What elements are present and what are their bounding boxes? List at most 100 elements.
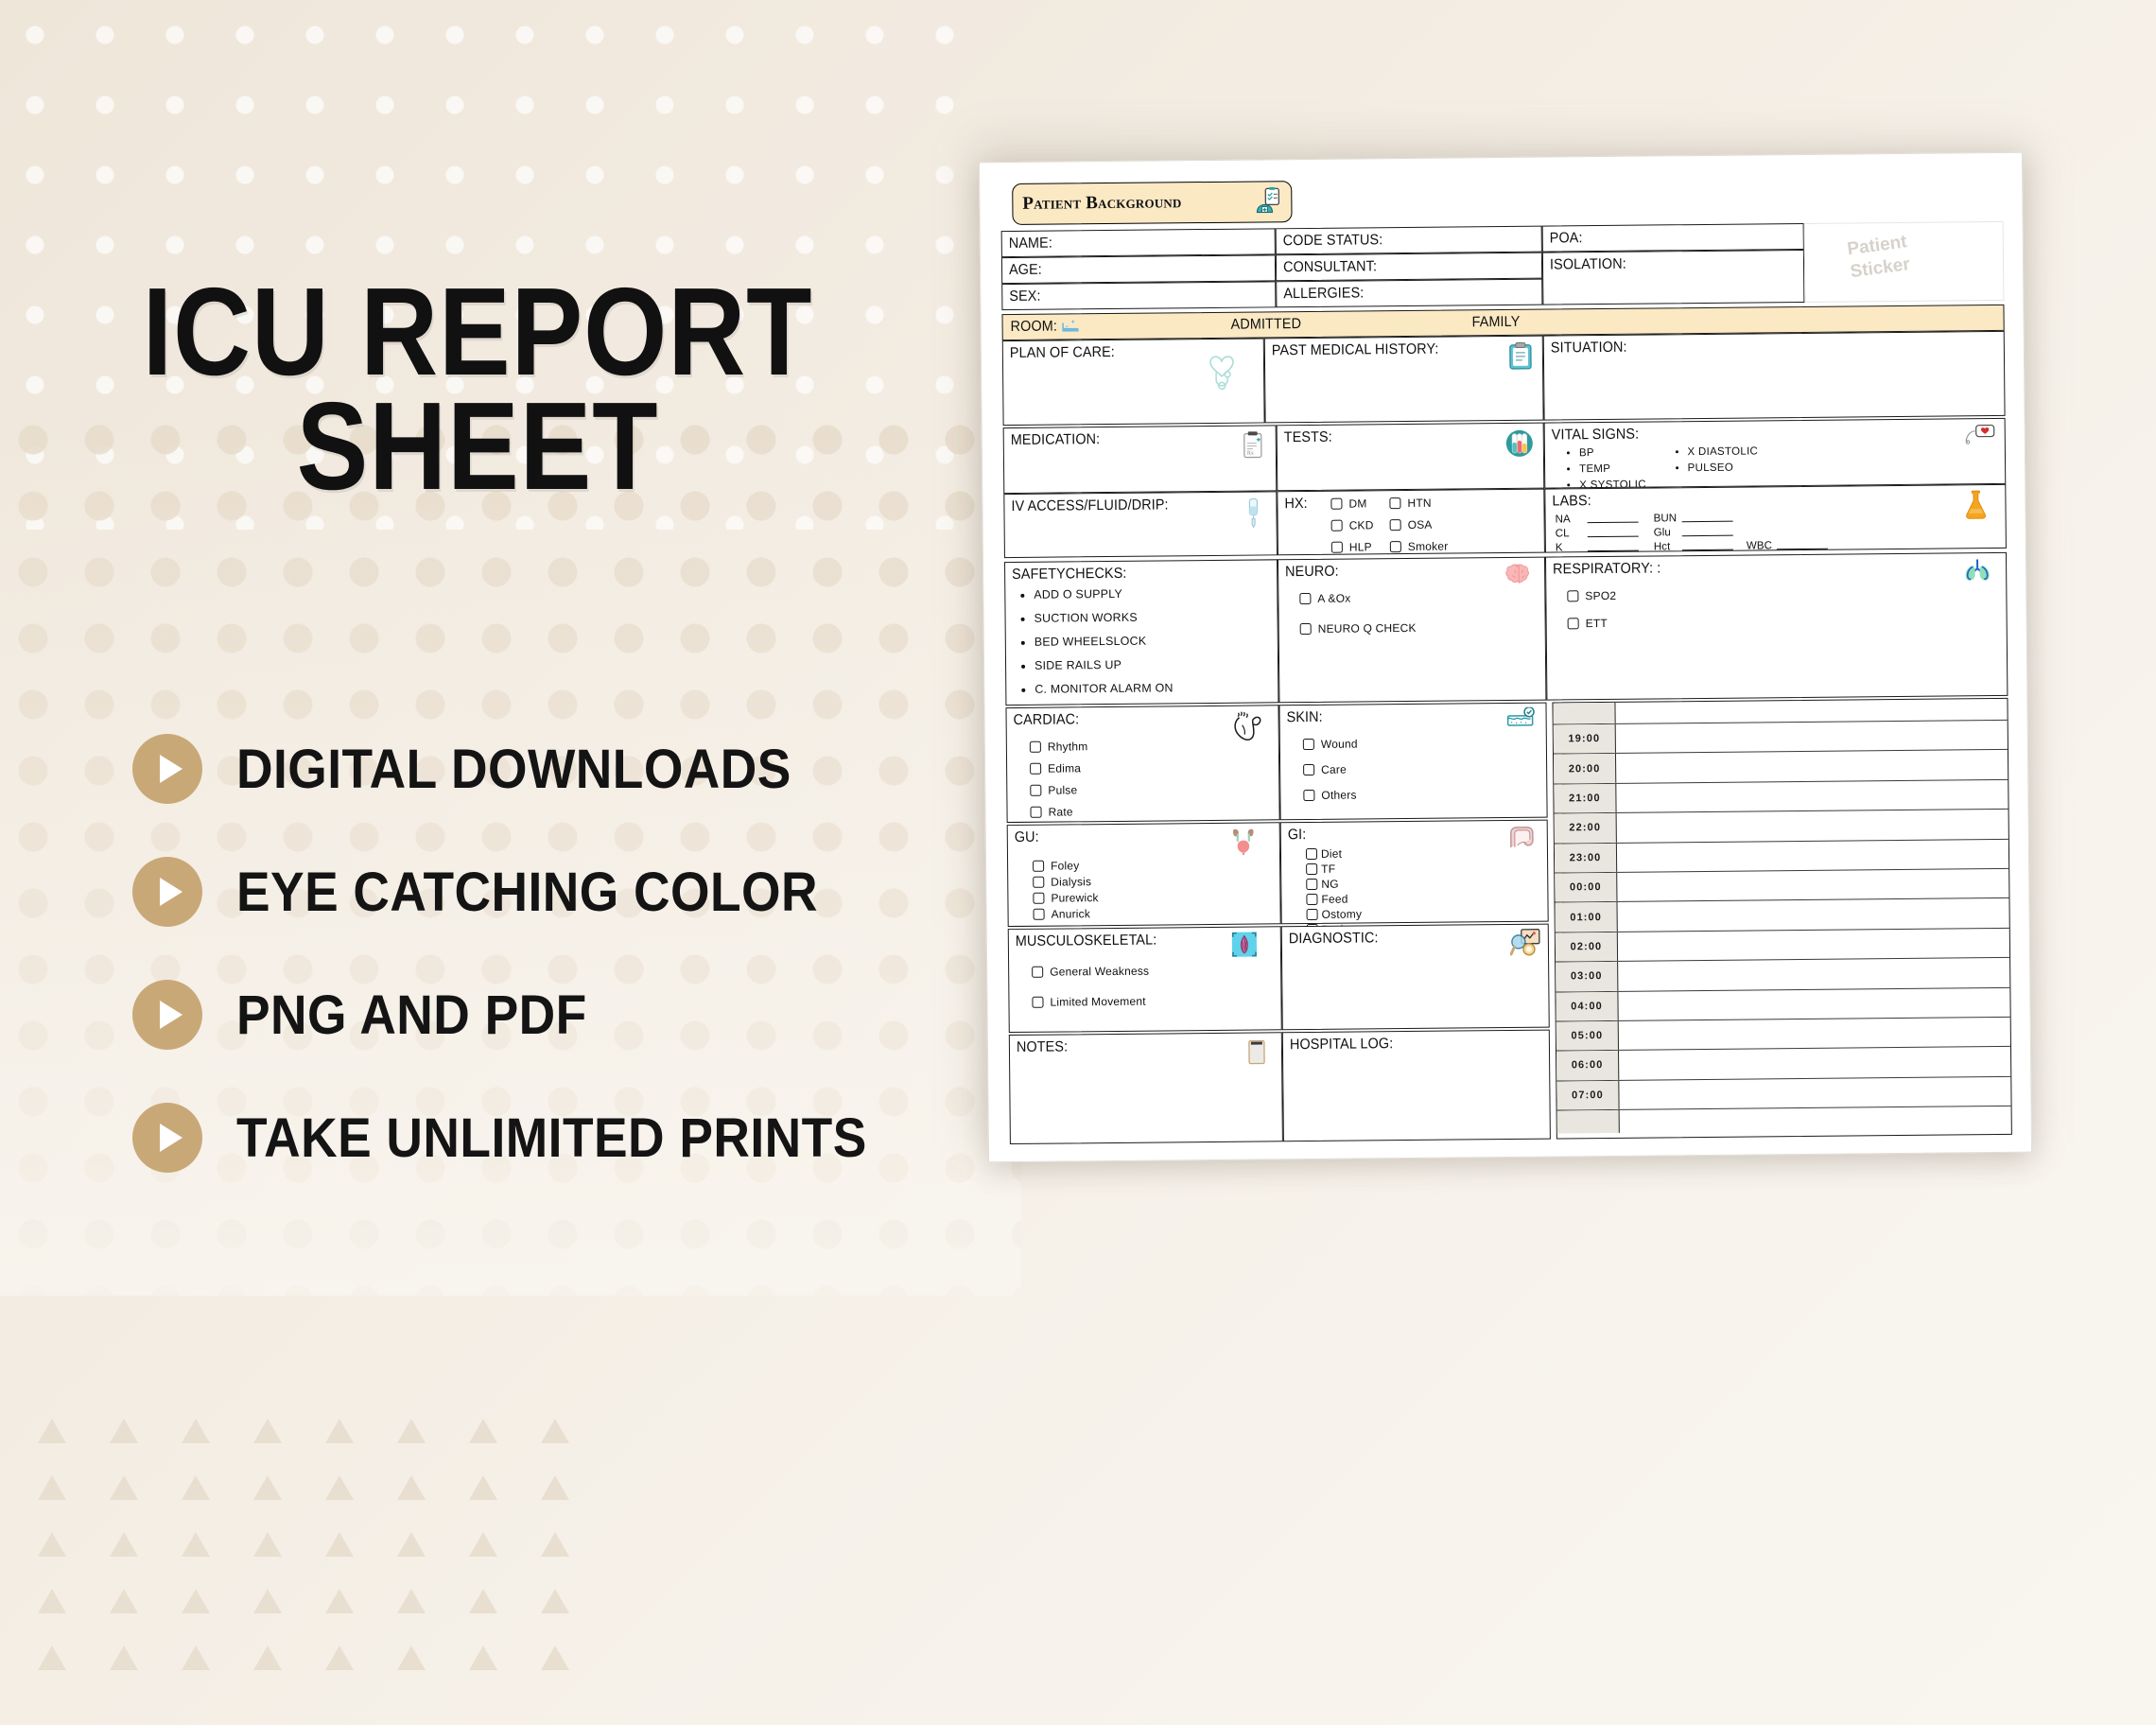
skin-checkbox-care[interactable]: Care <box>1303 763 1358 777</box>
hx-checkbox-htn[interactable]: HTN <box>1389 497 1448 511</box>
checkbox[interactable] <box>1389 541 1401 553</box>
respiratory-checkbox-spo2[interactable]: SPO2 <box>1567 589 1616 602</box>
cardiac-checkbox-pulse[interactable]: Pulse <box>1030 783 1088 797</box>
cardiac-checkbox-edima[interactable]: Edima <box>1030 761 1088 775</box>
gu-field[interactable]: GU: Foley Dialysis Purewick Anurick <box>1006 822 1281 928</box>
msk-checkbox-general-weakness[interactable]: General Weakness <box>1032 965 1149 979</box>
skin-checkbox-others[interactable]: Others <box>1303 789 1358 803</box>
labs-field[interactable]: LABS: NA BUN CL Glu K Hct <box>1544 483 2007 567</box>
age-field[interactable]: AGE: <box>1000 254 1277 285</box>
poa-field[interactable]: POA: <box>1541 222 1804 253</box>
notes-field[interactable]: NOTES: <box>1008 1032 1283 1145</box>
schedule-entry[interactable] <box>1617 839 2008 871</box>
table-row[interactable]: 20:00 <box>1553 750 2008 785</box>
schedule-entry[interactable] <box>1617 810 2008 842</box>
table-row[interactable]: 00:00 <box>1555 868 2009 903</box>
checkbox[interactable] <box>1032 996 1044 1008</box>
cardiac-checkbox-rate[interactable]: Rate <box>1030 805 1088 819</box>
msk-checkbox-limited-movement[interactable]: Limited Movement <box>1032 995 1149 1009</box>
gi-checkbox-ng[interactable]: NG <box>1306 877 1362 891</box>
checkbox[interactable] <box>1306 908 1318 921</box>
schedule-entry[interactable] <box>1618 958 2009 990</box>
checkbox[interactable] <box>1389 519 1401 531</box>
neuro-field[interactable]: NEURO: A &Ox NEURO Q CHECK <box>1277 556 1547 704</box>
checkbox[interactable] <box>1330 541 1343 553</box>
checkbox[interactable] <box>1330 519 1343 531</box>
hx-checkbox-hlp[interactable]: HLP <box>1330 540 1389 554</box>
table-row[interactable]: 06:00 <box>1556 1047 2011 1082</box>
checkbox[interactable] <box>1033 876 1045 888</box>
checkbox[interactable] <box>1030 762 1042 775</box>
schedule-entry[interactable] <box>1619 1018 2010 1050</box>
checkbox[interactable] <box>1033 860 1045 872</box>
hx-checkbox-osa[interactable]: OSA <box>1389 518 1449 532</box>
gi-field[interactable]: GI: Diet TF NG Feed Ostomy Drains <box>1279 819 1549 936</box>
neuro-checkbox-neuro-q-check[interactable]: NEURO Q CHECK <box>1299 621 1417 636</box>
checkbox[interactable] <box>1030 784 1042 796</box>
checkbox[interactable] <box>1567 618 1579 630</box>
checkbox[interactable] <box>1303 763 1315 776</box>
checkbox[interactable] <box>1389 497 1401 510</box>
vital-signs-field[interactable]: VITAL SIGNS: BP TEMP X SYSTOLIC X DIASTO… <box>1543 417 2007 491</box>
table-row[interactable]: 01:00 <box>1555 898 2009 933</box>
table-row[interactable]: 21:00 <box>1554 779 2008 814</box>
table-row[interactable] <box>1556 1106 2011 1134</box>
gu-checkbox-anurick[interactable]: Anurick <box>1033 907 1099 921</box>
table-row[interactable]: 22:00 <box>1554 810 2008 845</box>
safety-checks-field[interactable]: SAFETYCHECKS: ADD O SUPPLY SUCTION WORKS… <box>1004 559 1279 720</box>
hx-checkbox-smoker[interactable]: Smoker <box>1389 540 1448 554</box>
schedule-entry[interactable] <box>1619 1047 2010 1079</box>
gu-checkbox-foley[interactable]: Foley <box>1033 859 1098 873</box>
consultant-field[interactable]: CONSULTANT: <box>1275 252 1543 282</box>
sex-field[interactable]: SEX: <box>1001 281 1277 311</box>
allergies-field[interactable]: ALLERGIES: <box>1276 278 1543 308</box>
schedule-entry[interactable] <box>1618 987 2009 1019</box>
musculoskeletal-field[interactable]: MUSCULOSKELETAL: General Weakness Limite… <box>1007 926 1282 1034</box>
gu-checkbox-dialysis[interactable]: Dialysis <box>1033 875 1098 889</box>
medication-field[interactable]: MEDICATION: Rx <box>1002 425 1278 495</box>
code-status-field[interactable]: CODE STATUS: <box>1275 225 1542 255</box>
checkbox[interactable] <box>1032 966 1044 978</box>
table-row[interactable]: 02:00 <box>1555 928 2010 963</box>
hospital-log-field[interactable]: HOSPITAL LOG: <box>1281 1029 1551 1142</box>
checkbox[interactable] <box>1299 592 1312 605</box>
respiratory-checkbox-ett[interactable]: ETT <box>1567 617 1617 630</box>
checkbox[interactable] <box>1299 622 1312 636</box>
isolation-field[interactable]: ISOLATION: <box>1541 249 1805 305</box>
diagnostic-field[interactable]: DIAGNOSTIC: <box>1280 923 1550 1031</box>
checkbox[interactable] <box>1567 590 1579 602</box>
situation-field[interactable]: SITUATION: <box>1542 330 2006 421</box>
respiratory-field[interactable]: RESPIRATORY: : SPO2 ETT <box>1544 551 2008 701</box>
table-row[interactable]: 23:00 <box>1554 839 2009 874</box>
checkbox[interactable] <box>1303 789 1315 802</box>
schedule-entry[interactable] <box>1615 699 2007 723</box>
name-field[interactable]: NAME: <box>1000 228 1276 258</box>
tests-field[interactable]: TESTS: <box>1276 422 1545 492</box>
schedule-entry[interactable] <box>1616 721 2008 753</box>
table-row[interactable]: 05:00 <box>1556 1017 2010 1052</box>
checkbox[interactable] <box>1030 806 1042 818</box>
cardiac-checkbox-rhythm[interactable]: Rhythm <box>1029 740 1087 754</box>
gi-checkbox-feed[interactable]: Feed <box>1306 892 1362 906</box>
gu-checkbox-purewick[interactable]: Purewick <box>1033 891 1099 905</box>
table-row[interactable]: 07:00 <box>1556 1076 2011 1111</box>
skin-checkbox-wound[interactable]: Wound <box>1302 738 1358 752</box>
checkbox[interactable] <box>1306 878 1318 891</box>
table-row[interactable]: 19:00 <box>1553 720 2008 755</box>
checkbox[interactable] <box>1306 862 1318 876</box>
checkbox[interactable] <box>1306 893 1318 906</box>
schedule-entry[interactable] <box>1620 1106 2011 1133</box>
checkbox[interactable] <box>1302 738 1314 751</box>
hx-field[interactable]: HX: DM CKD HLP Obesity HTN OSA Smoker CH… <box>1277 488 1545 576</box>
skin-field[interactable]: SKIN: Wound Care Others <box>1278 702 1548 821</box>
cardiac-field[interactable]: CARDIAC: Rhythm Edima Pulse Rate <box>1005 705 1280 824</box>
hx-checkbox-ckd[interactable]: CKD <box>1330 518 1389 532</box>
gi-checkbox-tf[interactable]: TF <box>1306 862 1362 876</box>
iv-access-field[interactable]: IV ACCESS/FLUID/DRIP: <box>1003 491 1278 559</box>
checkbox[interactable] <box>1330 497 1343 510</box>
gi-checkbox-ostomy[interactable]: Ostomy <box>1306 907 1362 921</box>
schedule-entry[interactable] <box>1617 869 2008 901</box>
table-row[interactable]: 03:00 <box>1556 958 2010 993</box>
schedule-entry[interactable] <box>1617 898 2008 931</box>
checkbox[interactable] <box>1033 908 1045 920</box>
